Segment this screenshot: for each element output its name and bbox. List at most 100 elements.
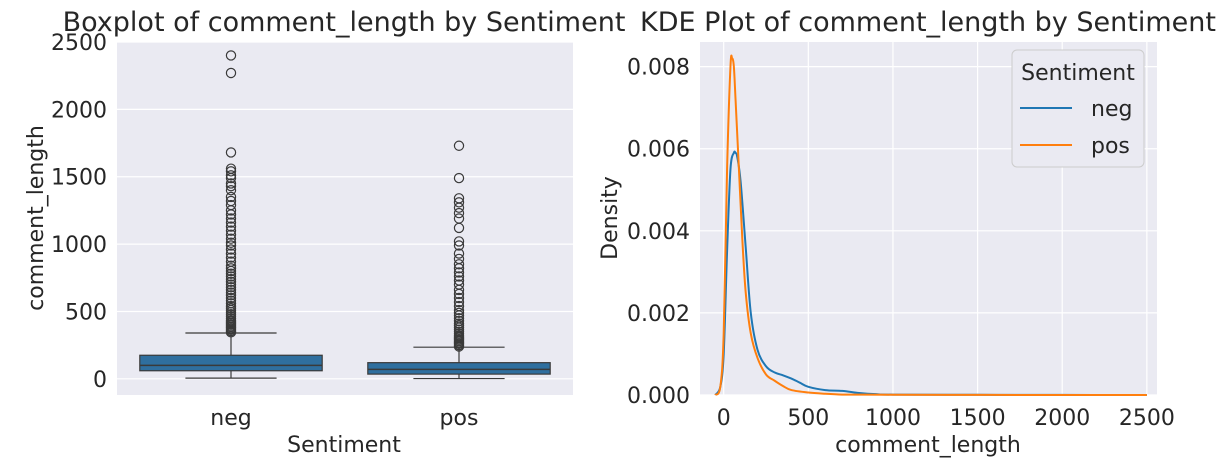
box-outlier xyxy=(453,318,465,329)
boxplot-y-tick-label: 1500 xyxy=(51,166,107,191)
boxplot-boxes xyxy=(139,50,551,380)
box-outlier xyxy=(225,233,237,244)
kde-x-tick-label: 500 xyxy=(787,406,829,431)
box-outlier xyxy=(225,279,237,290)
box-outlier xyxy=(225,256,237,267)
box-outlier xyxy=(225,185,237,196)
box-outlier xyxy=(453,172,465,184)
box-outlier xyxy=(453,279,465,290)
legend-frame xyxy=(1011,49,1145,168)
box-outlier xyxy=(453,300,465,312)
box-outlier xyxy=(225,260,237,271)
boxplot-y-label: comment_length xyxy=(24,125,49,311)
kde-line-pos xyxy=(714,54,1147,396)
legend-label-neg: neg xyxy=(1091,97,1132,122)
box-outlier xyxy=(225,298,237,309)
boxplot-x-ticks: neg pos xyxy=(210,406,478,431)
kde-panel: 0.000 0.002 0.004 0.006 0.008 0 500 1000 1500 20… xyxy=(598,7,1216,458)
box-outlier xyxy=(225,237,237,248)
box-outlier xyxy=(453,307,465,319)
box-outlier xyxy=(453,248,465,259)
box-outlier xyxy=(225,191,237,203)
box-outlier xyxy=(453,315,465,327)
box-outlier xyxy=(453,236,465,247)
box-outlier xyxy=(225,273,237,285)
kde-x-label: comment_length xyxy=(835,433,1021,458)
kde-x-tick-label: 1000 xyxy=(865,406,921,431)
kde-x-tick-label: 0 xyxy=(717,406,731,431)
box-outlier xyxy=(225,300,237,312)
kde-x-tick-label: 2500 xyxy=(1119,406,1175,431)
box-outlier xyxy=(453,267,465,278)
box-outlier xyxy=(225,199,237,211)
box-outlier xyxy=(225,271,237,282)
boxplot-y-tick-label: 2000 xyxy=(51,98,107,123)
box-outlier xyxy=(225,284,237,296)
legend-label-pos: pos xyxy=(1091,134,1130,159)
box-outlier xyxy=(453,292,465,304)
boxplot-x-label: Sentiment xyxy=(287,433,401,458)
box-outlier xyxy=(225,295,237,306)
box-outlier xyxy=(225,240,237,251)
box-outlier xyxy=(225,166,237,177)
boxplot-x-tick-label: pos xyxy=(440,406,479,431)
kde-y-label: Density xyxy=(598,176,623,260)
legend-title: Sentiment xyxy=(1021,61,1135,86)
box-outlier xyxy=(453,213,465,224)
box-outlier xyxy=(225,263,237,274)
box-outlier xyxy=(225,178,237,189)
box-outlier xyxy=(225,292,237,304)
box-outlier xyxy=(453,296,465,308)
box-outlier xyxy=(225,276,237,288)
box-outlier xyxy=(225,252,237,263)
box-neg xyxy=(139,354,323,372)
box-outlier xyxy=(225,229,237,240)
kde-y-tick-label: 0.006 xyxy=(627,138,690,163)
box-outlier xyxy=(225,195,237,207)
box-outlier xyxy=(453,271,465,282)
box-outlier xyxy=(453,197,465,208)
boxplot-y-tick-label: 500 xyxy=(65,300,107,325)
box-outlier xyxy=(225,213,237,224)
box-outlier xyxy=(225,290,237,301)
kde-legend: Sentiment neg pos xyxy=(1011,49,1145,168)
box-outlier xyxy=(225,180,237,192)
box-outlier xyxy=(225,268,237,279)
box-outlier xyxy=(453,253,465,265)
box-outlier xyxy=(453,304,465,316)
box-outlier xyxy=(453,313,465,324)
kde-y-tick-label: 0.004 xyxy=(627,220,690,245)
boxplot-y-tick-label: 0 xyxy=(93,368,107,393)
kde-x-ticks: 0 500 1000 1500 2000 2500 xyxy=(717,406,1175,431)
box-pos xyxy=(367,362,551,375)
kde-title: KDE Plot of comment_length by Sentiment xyxy=(640,7,1216,38)
box-outlier xyxy=(225,282,237,293)
box-outlier xyxy=(453,207,465,219)
box-outlier xyxy=(453,275,465,286)
box-outlier xyxy=(225,170,237,181)
kde-y-tick-label: 0.002 xyxy=(627,302,690,327)
boxplot-x-tick-label: neg xyxy=(210,406,251,431)
box-outlier xyxy=(453,193,465,204)
box-outlier xyxy=(225,67,237,79)
kde-y-tick-label: 0.000 xyxy=(627,384,690,409)
box-outlier xyxy=(453,240,465,251)
kde-y-tick-label: 0.008 xyxy=(627,56,690,81)
box-outlier xyxy=(225,221,237,232)
boxplot-y-tick-label: 1000 xyxy=(51,233,107,258)
box-outlier xyxy=(225,147,237,158)
box-outlier xyxy=(225,244,237,255)
kde-x-tick-label: 1500 xyxy=(950,406,1006,431)
box-outlier xyxy=(225,217,237,228)
box-outlier xyxy=(225,163,237,174)
box-outlier xyxy=(225,225,237,236)
boxplot-plot-area xyxy=(117,42,573,395)
kde-y-ticks: 0.000 0.002 0.004 0.006 0.008 xyxy=(627,56,690,409)
box-outlier xyxy=(453,259,465,270)
boxplot-y-tick-label: 2500 xyxy=(51,31,107,56)
boxplot-y-ticks: 0 500 1000 1500 2000 2500 xyxy=(51,31,107,393)
box-outlier xyxy=(453,140,465,151)
box-outlier xyxy=(225,287,237,298)
box-outlier xyxy=(225,248,237,259)
